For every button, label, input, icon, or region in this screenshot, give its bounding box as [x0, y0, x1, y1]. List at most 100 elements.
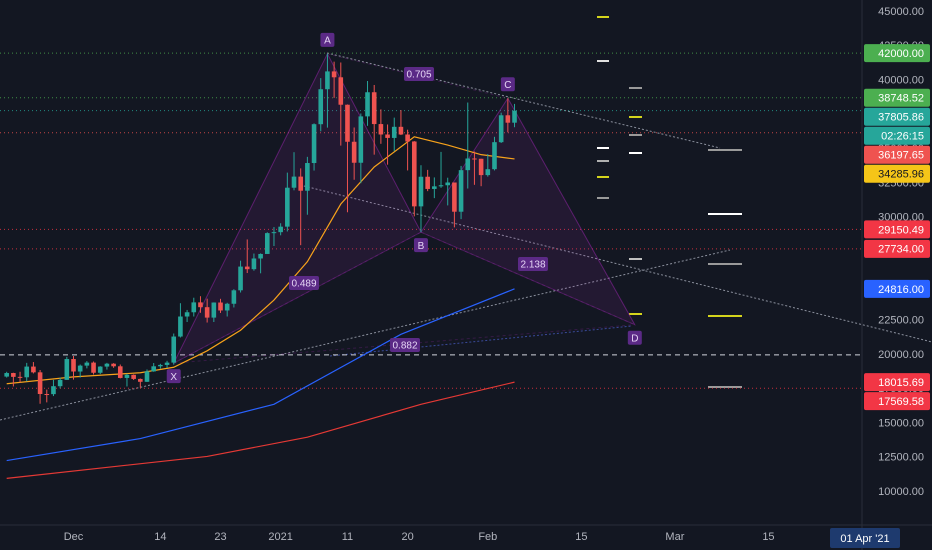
candle-body: [244, 266, 250, 270]
price-badge: [864, 239, 930, 258]
candle-body: [44, 394, 50, 396]
candle-body: [492, 142, 497, 170]
x-tick-label: 15: [575, 531, 587, 543]
candle-body: [438, 185, 444, 187]
candle-body: [164, 362, 170, 365]
price-badge-label: 42000.00: [878, 48, 924, 60]
candle-body: [391, 126, 397, 138]
x-tick-label: Mar: [665, 531, 684, 543]
ratio-label: 0.882: [392, 341, 417, 352]
candle-body: [231, 290, 237, 304]
pattern-point-label: X: [170, 372, 177, 383]
pattern-diagonal: [173, 324, 635, 364]
candle-body: [512, 110, 517, 123]
candle-body: [338, 77, 344, 105]
price-badge-label: 34285.96: [878, 169, 924, 181]
candle-body: [331, 71, 337, 78]
candle-body: [371, 92, 377, 125]
pattern-point-badge: [500, 77, 515, 92]
pattern-point-badge: [320, 32, 335, 47]
candle-body: [452, 182, 457, 212]
candle-body: [138, 378, 143, 382]
price-badge: [864, 220, 930, 239]
x-tick-label: 20: [401, 531, 413, 543]
y-tick-label: 45000.00: [878, 6, 924, 18]
candle-body: [204, 307, 210, 318]
moving-average: [6, 288, 515, 462]
candle-body: [198, 302, 203, 308]
price-badge-label: 38748.52: [878, 93, 924, 105]
candle-body: [124, 374, 130, 378]
x-tick-label: Dec: [64, 531, 84, 543]
candle-body: [358, 116, 364, 163]
candle-body: [325, 71, 330, 90]
candle-body: [478, 158, 484, 176]
price-badge-label: 37805.86: [878, 112, 924, 124]
candle-body: [264, 233, 270, 254]
pattern-point-badge: [166, 369, 181, 384]
candle-body: [131, 374, 136, 379]
pattern-point-label: B: [418, 241, 425, 252]
trendline: [326, 52, 721, 149]
candle-body: [117, 366, 123, 378]
price-badge-label: 24816.00: [878, 284, 924, 296]
ratio-badge: [404, 67, 434, 81]
y-tick-label: 10000.00: [878, 486, 924, 498]
candle-body: [91, 362, 96, 373]
candle-body: [385, 134, 390, 138]
price-badge-label: 36197.65: [878, 150, 924, 162]
candle-body: [37, 372, 43, 395]
candle-body: [64, 359, 70, 380]
plot-area: [0, 16, 932, 479]
candle-body: [458, 170, 464, 212]
candle-body: [4, 373, 9, 377]
candle-body: [351, 141, 357, 163]
ratio-label: 0.489: [291, 279, 316, 290]
x-tick-label: 14: [154, 531, 166, 543]
candle-body: [184, 312, 190, 317]
ratio-badge: [518, 257, 548, 271]
y-tick-label: 40000.00: [878, 74, 924, 86]
candle-body: [365, 92, 370, 117]
candle-body: [218, 302, 223, 311]
ratio-label: 2.138: [520, 260, 545, 271]
candle-body: [485, 169, 491, 176]
pattern-point-label: D: [631, 333, 638, 344]
candle-body: [238, 266, 243, 291]
candle-body: [305, 163, 310, 191]
price-badge: [864, 88, 930, 107]
candle-body: [97, 366, 103, 373]
candle-body: [84, 362, 90, 366]
price-badge: [864, 373, 930, 392]
x-tick-label: 11: [342, 531, 353, 543]
price-badge-label: 29150.49: [878, 224, 924, 236]
moving-average: [6, 381, 515, 479]
pattern-point-label: A: [324, 35, 331, 46]
candle-body: [24, 366, 30, 378]
candle-body: [318, 89, 324, 125]
candle-body: [104, 363, 110, 367]
candle-body: [144, 371, 150, 382]
trendline: [329, 325, 633, 357]
candle-body: [31, 366, 36, 373]
candle-body: [418, 176, 424, 207]
pattern-diagonal: [420, 231, 636, 326]
candle-body: [224, 303, 230, 311]
ratio-label: 0.705: [406, 70, 431, 81]
level-markers: [597, 16, 742, 388]
price-badge-label: 18015.69: [878, 377, 924, 389]
candle-body: [411, 141, 417, 207]
candle-body: [51, 386, 56, 395]
candle-body: [11, 373, 16, 377]
candle-body: [398, 126, 404, 135]
candle-body: [378, 124, 384, 135]
candle-body: [71, 359, 76, 372]
y-tick-label: 22500.00: [878, 315, 924, 327]
candle-body: [505, 115, 511, 123]
price-badge-label: 27734.00: [878, 244, 924, 256]
candle-body: [445, 182, 451, 186]
pattern-point-label: C: [504, 80, 511, 91]
